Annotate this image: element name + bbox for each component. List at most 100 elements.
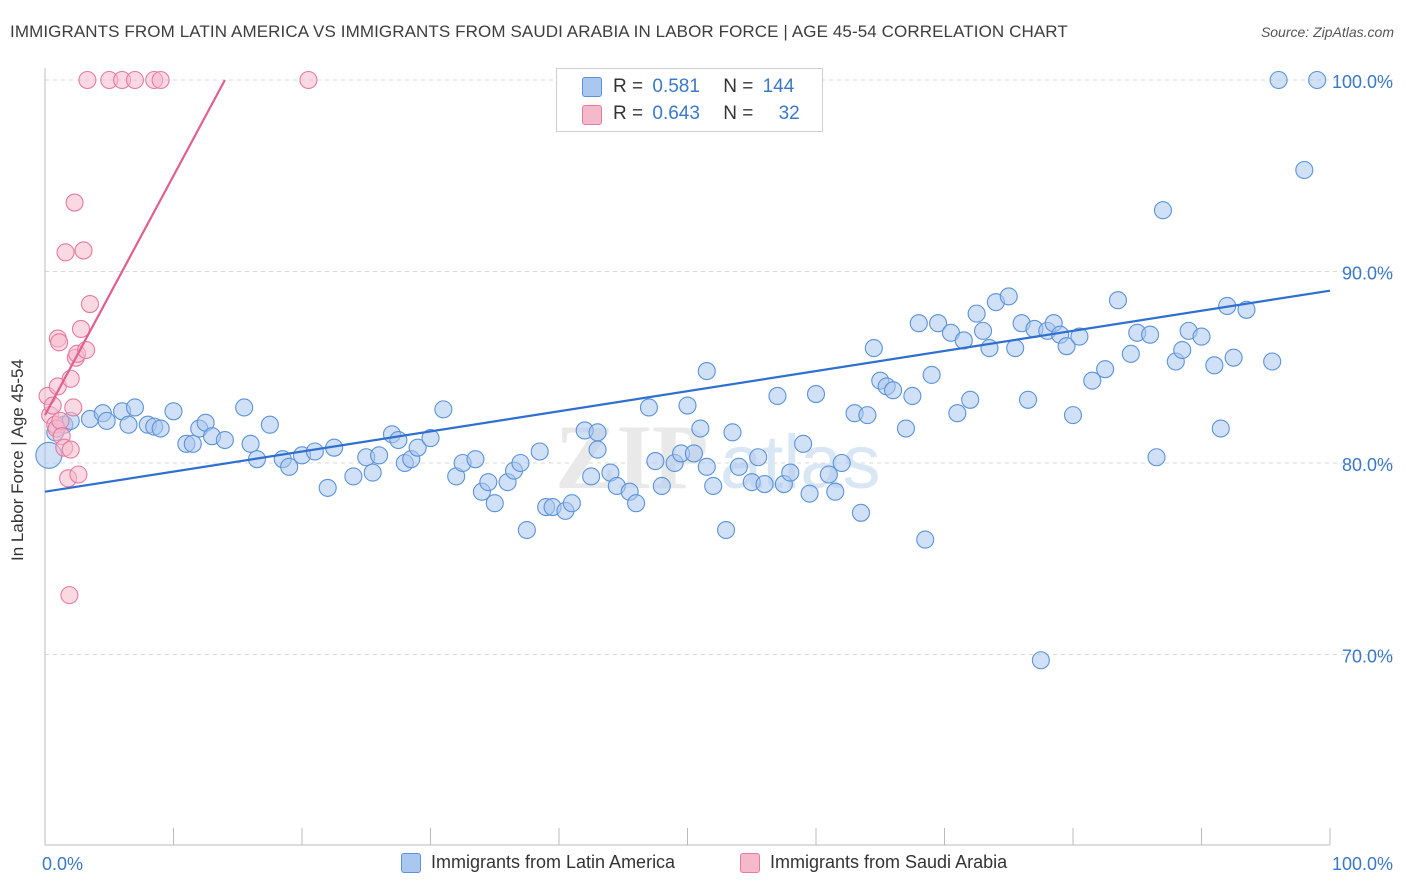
data-point <box>909 314 928 333</box>
data-point <box>858 406 877 425</box>
y-tick-label: 80.0% <box>1342 455 1393 475</box>
data-point <box>183 434 202 453</box>
data-point <box>51 411 70 430</box>
trendlines <box>44 79 1331 493</box>
data-point <box>389 430 408 450</box>
data-point <box>800 484 819 503</box>
data-point <box>948 404 967 423</box>
data-point <box>716 520 736 540</box>
source-label: Source: ZipAtlas.com <box>1260 24 1394 40</box>
data-point <box>864 339 883 358</box>
data-point <box>71 319 91 339</box>
data-point <box>125 70 144 90</box>
data-point <box>50 333 69 352</box>
data-point <box>56 243 75 262</box>
data-point <box>1083 371 1102 390</box>
data-point <box>826 482 845 501</box>
data-point <box>832 453 851 473</box>
data-point <box>1269 70 1288 90</box>
legend-swatch-saudi-arabia <box>740 852 760 873</box>
x-tick-labels: 0.0% 100.0% <box>42 854 1393 874</box>
legend-row-blue: R = 0.581 N = 144 <box>613 76 795 97</box>
data-point <box>903 386 922 406</box>
data-point <box>151 419 170 438</box>
data-point <box>80 295 100 314</box>
data-point <box>704 476 723 496</box>
data-point <box>151 70 170 90</box>
data-point <box>164 402 183 421</box>
data-point <box>794 434 813 453</box>
data-point <box>646 452 665 471</box>
data-point <box>74 241 93 260</box>
data-point <box>1263 352 1282 371</box>
data-point <box>1006 339 1025 358</box>
data-point <box>819 465 838 484</box>
data-point <box>916 530 935 549</box>
data-point <box>1295 160 1314 180</box>
data-point <box>588 440 607 459</box>
trendline-latin-america <box>44 289 1331 493</box>
y-tick-labels: 70.0% 80.0% 90.0% 100.0% <box>1332 72 1393 667</box>
data-point <box>363 463 382 482</box>
data-point <box>119 415 138 434</box>
data-point <box>241 434 260 453</box>
data-point <box>562 494 581 513</box>
legend-swatch-latin-america <box>401 852 421 873</box>
data-point <box>768 386 787 406</box>
stats-legend: R = 0.581 N = 144 R = 0.643 N = 32 <box>556 68 823 132</box>
data-point <box>530 442 549 461</box>
data-point <box>1121 344 1140 363</box>
data-point <box>1205 356 1224 375</box>
data-point <box>260 415 279 434</box>
legend-item-latin-america: Immigrants from Latin America <box>401 852 675 873</box>
data-point <box>1070 327 1089 346</box>
data-point <box>684 444 703 463</box>
data-point <box>755 475 774 494</box>
data-point <box>929 314 948 333</box>
data-point <box>729 457 748 476</box>
data-point <box>697 362 716 381</box>
data-point <box>97 411 116 430</box>
data-point <box>973 321 993 340</box>
data-point <box>1173 340 1192 360</box>
x-tick-label: 0.0% <box>42 854 83 874</box>
data-point <box>691 419 710 438</box>
data-point <box>1063 406 1083 425</box>
data-point <box>1192 327 1211 346</box>
y-tick-label: 70.0% <box>1342 647 1393 667</box>
data-point <box>627 494 646 513</box>
data-point <box>1031 651 1050 670</box>
data-point <box>678 396 697 415</box>
data-point <box>466 450 485 469</box>
data-point <box>1147 448 1166 467</box>
data-point <box>896 419 916 438</box>
data-point <box>299 70 318 90</box>
data-point <box>967 304 986 323</box>
data-point <box>961 390 980 409</box>
data-point <box>517 520 536 540</box>
data-point <box>1057 337 1076 356</box>
data-point <box>64 398 83 417</box>
data-point <box>125 398 144 417</box>
data-point <box>1096 360 1115 379</box>
series-saudi-arabia <box>38 70 318 605</box>
x-tick-label: 100.0% <box>1332 854 1393 874</box>
data-point <box>1211 419 1230 438</box>
data-point <box>588 423 607 442</box>
data-point <box>215 430 234 450</box>
data-point <box>479 473 498 492</box>
data-point <box>999 287 1018 306</box>
data-point <box>511 453 530 473</box>
data-point <box>697 457 716 476</box>
data-point <box>485 494 504 513</box>
data-point <box>639 398 659 417</box>
data-point <box>434 400 453 419</box>
legend-item-saudi-arabia: Immigrants from Saudi Arabia <box>740 852 1007 873</box>
data-point <box>318 478 337 497</box>
legend-swatch-pink <box>582 105 602 125</box>
trendline-saudi-arabia <box>44 79 226 416</box>
y-axis-label: In Labor Force | Age 45-54 <box>8 359 27 561</box>
data-point <box>61 440 80 459</box>
legend-swatch-blue <box>582 77 602 97</box>
